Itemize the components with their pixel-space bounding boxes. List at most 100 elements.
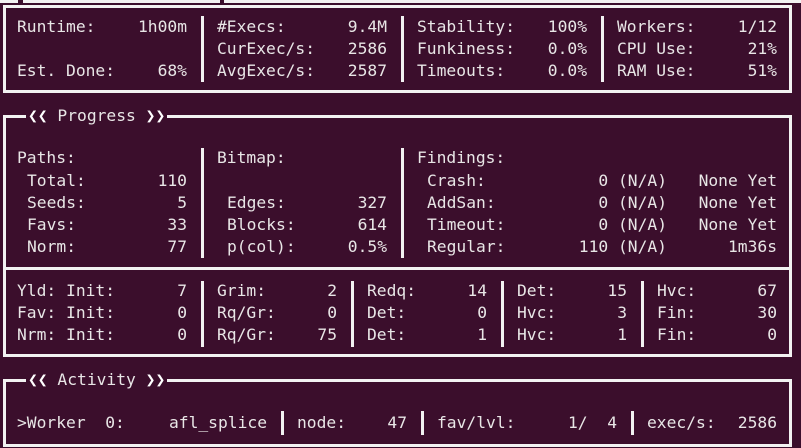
divider [631,411,634,435]
label: CurExec/s: [217,39,316,58]
paths-favs: Favs: 33 [27,214,187,236]
value: 21% [747,39,777,58]
value: 110 (N/A) [578,237,667,256]
node-stat: node: 47 [297,412,407,434]
value: 14 [467,281,487,300]
stage-stat: Fin: 0 [657,324,777,346]
findings-crash: Crash: 0 (N/A) [427,170,667,192]
label: Hvc: [517,325,557,344]
value: 51% [747,61,777,80]
label: Fav: Init: [17,303,116,322]
label: Rq/Gr: [217,303,276,322]
label: Workers: [617,17,696,36]
value: 67 [757,281,777,300]
label: Fin: [657,303,697,322]
label: Det: [367,325,407,344]
label: Det: [517,281,557,300]
chevron-double-right-icon: ❯❯ [145,370,166,389]
cur-exec-stat: CurExec/s: 2586 [217,38,387,60]
stage-stat: Hvc: 67 [657,280,777,302]
divider [501,281,504,347]
value: 0 (N/A) [598,215,667,234]
value: 77 [167,237,187,256]
divider [401,16,404,82]
value: 1 [477,325,487,344]
progress-panel [3,115,792,357]
divider [351,281,354,347]
paths-seeds: Seeds: 5 [27,192,187,214]
label: #Execs: [217,17,286,36]
divider [201,16,204,82]
value: 47 [387,413,407,432]
label: exec/s: [647,413,716,432]
label: Nrm: Init: [17,325,116,344]
stage-stat: Grim: 2 [217,280,337,302]
findings-timeout-last: None Yet [698,215,777,234]
label: Norm: [27,237,77,256]
chevron-double-left-icon: ❮❮ [28,106,48,125]
bitmap-blocks: Blocks: 614 [227,214,387,236]
label: CPU Use: [617,39,696,58]
label: Favs: [27,215,77,234]
bitmap-pcol: p(col): 0.5% [227,236,387,258]
stage-stat: Fin: 30 [657,302,777,324]
border-fragment [23,0,220,3]
progress-title-text: Progress [57,106,136,125]
bitmap-heading: Bitmap: [217,148,286,167]
label: Stability: [417,17,516,36]
divider [281,411,284,435]
divider [201,148,204,258]
label: Seeds: [27,193,86,212]
overview-panel [3,5,792,93]
label: Timeouts: [417,61,506,80]
value: 0.0% [547,39,587,58]
chevron-double-left-icon: ❮❮ [28,370,48,389]
label: AddSan: [427,193,496,212]
label: Hvc: [517,303,557,322]
label: Det: [367,303,407,322]
label: Redq: [367,281,417,300]
findings-timeout: Timeout: 0 (N/A) [427,214,667,236]
value: 614 [357,215,387,234]
value: 0.5% [347,237,387,256]
label: Est. Done: [17,61,116,80]
est-done-stat: Est. Done: 68% [17,60,187,82]
value: 2 [327,281,337,300]
divider [641,281,644,347]
divider [201,281,204,347]
section-divider [3,267,792,270]
value: 0 (N/A) [598,171,667,190]
label: Hvc: [657,281,697,300]
exec-s-stat: exec/s: 2586 [647,412,777,434]
stage-stat: Rq/Gr: 0 [217,302,337,324]
label: RAM Use: [617,61,696,80]
findings-heading: Findings: [417,148,506,167]
label: Rq/Gr: [217,325,276,344]
border-fragment [224,0,801,3]
activity-panel [3,379,792,447]
label: Crash: [427,171,486,190]
label: p(col): [227,237,296,256]
border-fragment [0,0,18,3]
paths-norm: Norm: 77 [27,236,187,258]
value: 0 [177,303,187,322]
cpu-stat: CPU Use: 21% [617,38,777,60]
label: AvgExec/s: [217,61,316,80]
findings-addsan: AddSan: 0 (N/A) [427,192,667,214]
findings-regular-last: 1m36s [727,237,777,256]
stage-stat: Hvc: 3 [517,302,627,324]
label: Fin: [657,325,697,344]
value: 0 [767,325,777,344]
value: 327 [357,193,387,212]
stability-stat: Stability: 100% [417,16,587,38]
bitmap-edges: Edges: 327 [227,192,387,214]
label: fav/lvl: [437,413,516,432]
funkiness-stat: Funkiness: 0.0% [417,38,587,60]
value: 15 [607,281,627,300]
value: 30 [757,303,777,322]
findings-crash-last: None Yet [698,171,777,190]
worker-row[interactable]: >Worker 0: afl_splice [17,412,267,434]
value: 1/12 [737,17,777,36]
value: 0.0% [547,61,587,80]
stage-stat: Det: 15 [517,280,627,302]
